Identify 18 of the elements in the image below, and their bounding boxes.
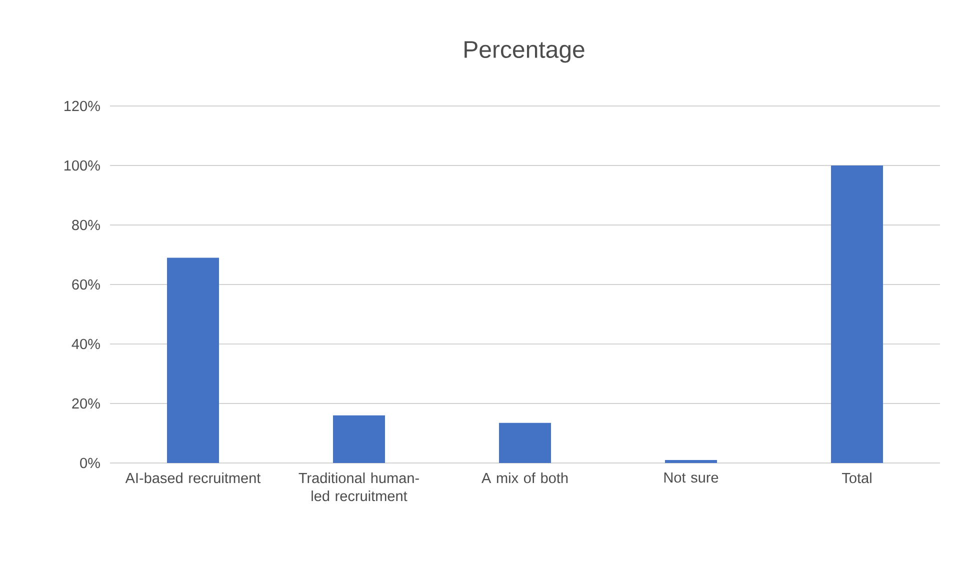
bar [831,165,884,463]
y-tick-label: 0% [80,458,100,468]
y-tick-label: 100% [64,160,100,171]
bar [167,258,219,463]
x-tick-label: Not sure [664,472,718,483]
y-tick-label: 120% [64,100,100,112]
y-tick-label: 20% [72,398,100,409]
bar [499,422,552,463]
y-tick-label: 60% [72,279,100,290]
x-tick-label: Traditional human-led recruitment [298,472,419,502]
x-tick-label: Total [842,472,872,484]
x-tick-label: A mix of both [482,472,568,484]
bar [665,460,718,463]
y-tick-label: 80% [72,220,100,230]
chart-title: Percentage [464,41,584,63]
bar [333,415,386,463]
y-tick-label: 40% [72,338,100,350]
x-tick-label: AI-based recruitment [125,472,261,484]
